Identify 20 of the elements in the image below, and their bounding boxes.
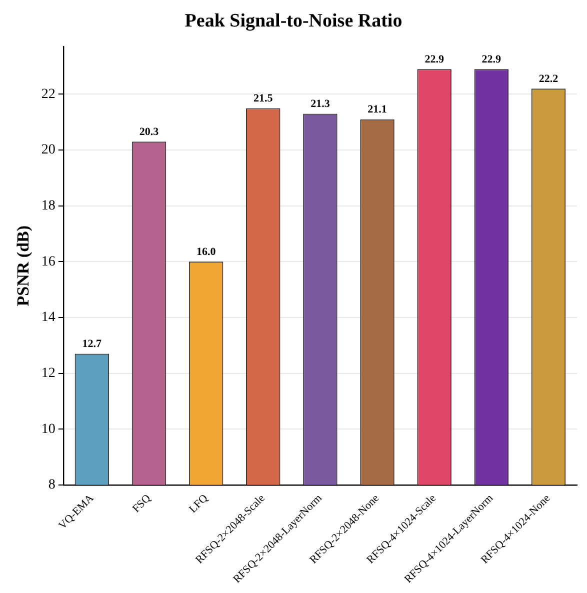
x-tick-label: FSQ <box>130 492 154 516</box>
data-label: 22.9 <box>424 53 444 66</box>
y-tick-label: 20 <box>41 142 56 158</box>
y-tick-label: 8 <box>48 478 56 493</box>
data-label: 21.3 <box>310 98 330 110</box>
data-label: 16.0 <box>196 246 216 258</box>
y-tick-label: 18 <box>41 198 56 214</box>
data-label: 22.2 <box>538 73 559 85</box>
y-tick-label: 16 <box>41 254 56 270</box>
y-tick-label: 22 <box>41 86 56 102</box>
y-axis-title: PSNR (dB) <box>14 225 33 306</box>
y-tick-label: 10 <box>41 422 56 437</box>
data-label: 12.7 <box>82 338 102 350</box>
data-label: 21.5 <box>254 92 274 105</box>
chart-title: Peak Signal-to-Noise Ratio <box>184 10 402 32</box>
data-label: 20.3 <box>139 126 160 138</box>
y-tick-label: 12 <box>41 366 56 381</box>
y-tick-label: 14 <box>41 310 56 326</box>
data-label: 21.1 <box>368 104 387 116</box>
data-label: 22.9 <box>482 53 502 66</box>
